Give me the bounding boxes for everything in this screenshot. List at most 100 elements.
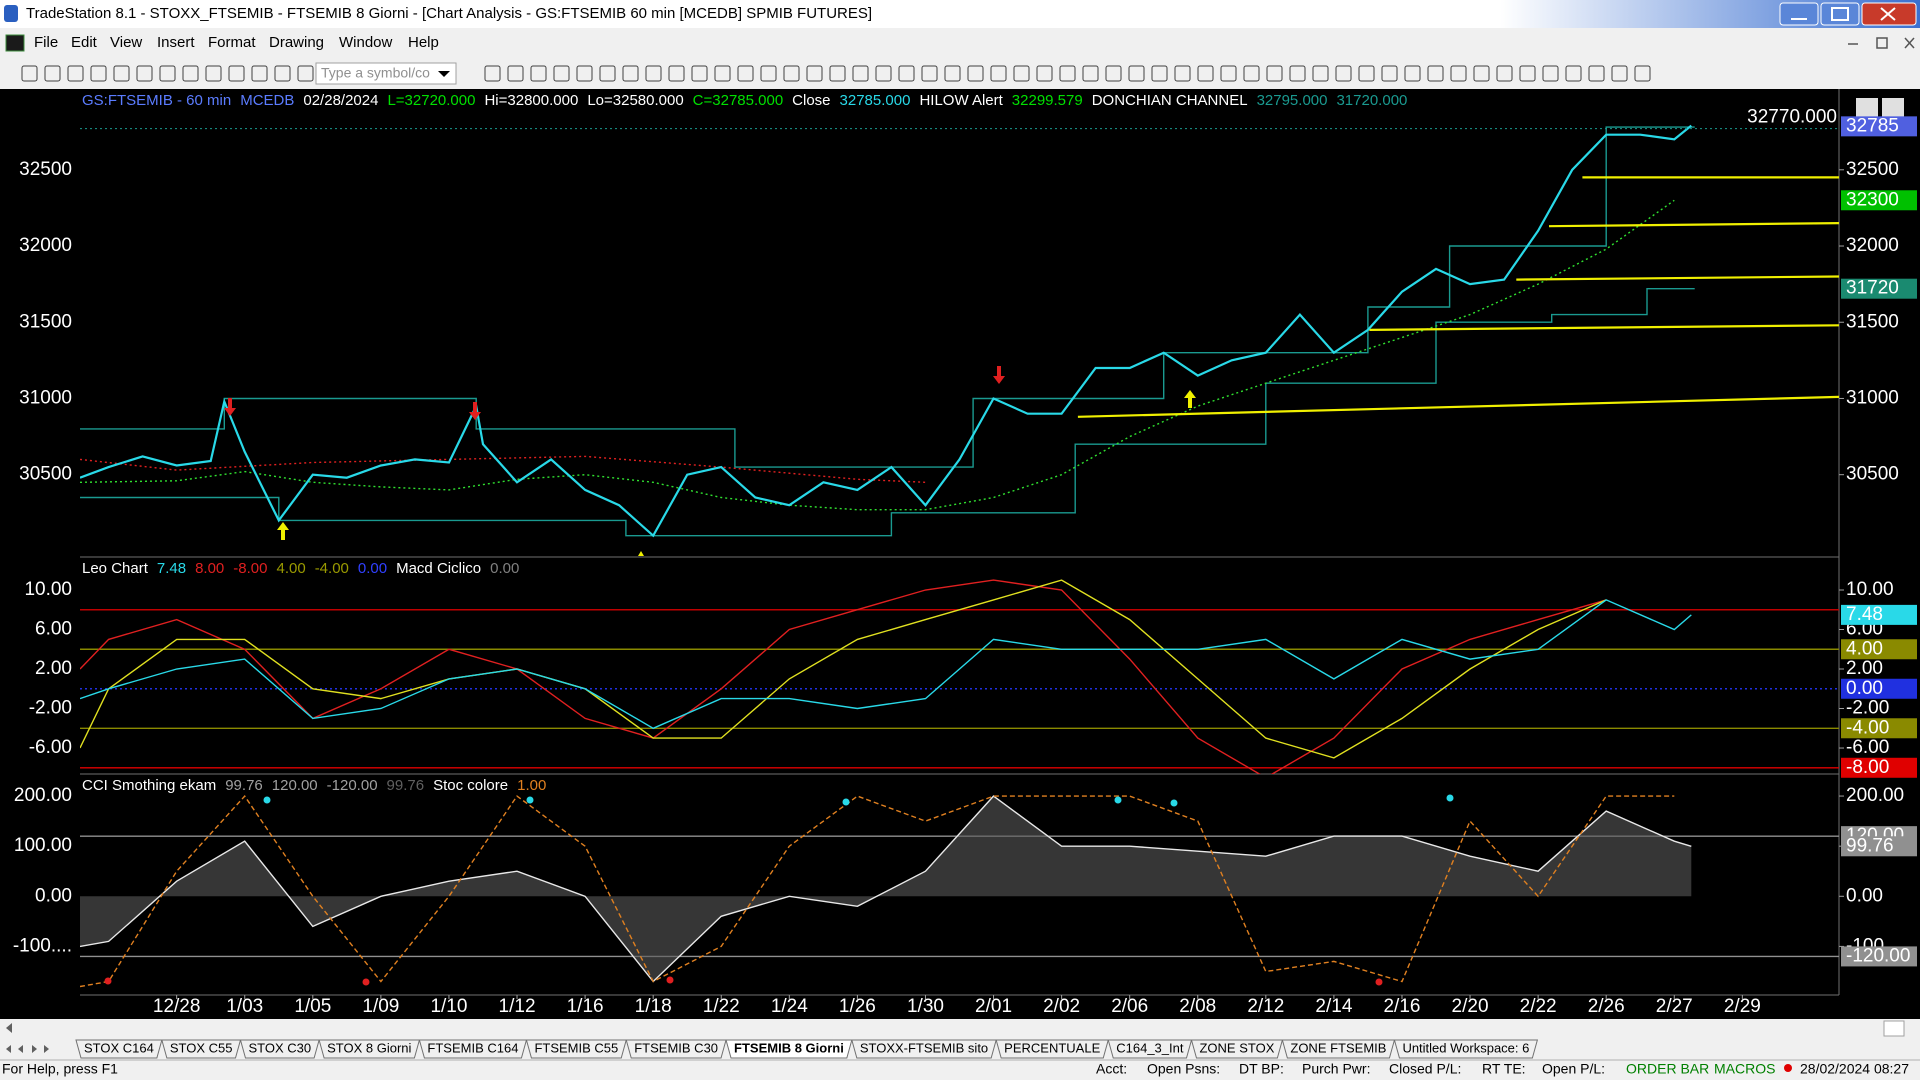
tab-shape[interactable] [1393,1039,1539,1059]
tool-icon[interactable] [182,65,199,82]
tool-icon[interactable] [1473,65,1490,82]
symbol-dropdown[interactable] [438,71,450,77]
tab-scroll[interactable] [6,1045,49,1053]
tool-icon[interactable] [576,65,593,82]
tab-shape[interactable] [75,1039,163,1059]
tool-icon[interactable] [1151,65,1168,82]
tool-icon[interactable] [599,65,616,82]
tool-icon[interactable] [1634,65,1651,82]
tool-icon[interactable] [1082,65,1099,82]
tool-icon[interactable] [1611,65,1628,82]
tab-shape[interactable] [525,1039,627,1059]
tool-icon[interactable] [1266,65,1283,82]
tab-label[interactable]: FTSEMIB C30 [634,1040,718,1055]
symbol-box[interactable] [315,62,457,85]
mdi-buttons[interactable] [1848,37,1915,49]
tool-icon[interactable] [1059,65,1076,82]
tab-label[interactable]: STOX C164 [84,1040,154,1055]
menu-item[interactable]: File [34,34,58,51]
tool-icon[interactable] [1542,65,1559,82]
menu-item[interactable]: Window [339,34,393,51]
menu-item[interactable]: View [110,34,142,51]
tool-icon[interactable] [274,65,291,82]
tool-icon[interactable] [990,65,1007,82]
menu-item[interactable]: Insert [157,34,195,51]
tool-icon[interactable] [1243,65,1260,82]
pane-minimize[interactable] [1856,98,1878,118]
tab-shape[interactable] [161,1039,242,1059]
tool-icon[interactable] [921,65,938,82]
tool-icon[interactable] [875,65,892,82]
tool-icon[interactable] [1358,65,1375,82]
tab-label[interactable]: ZONE STOX [1199,1040,1274,1055]
tool-icon[interactable] [691,65,708,82]
tool-icon[interactable] [944,65,961,82]
tool-icon[interactable] [484,65,501,82]
tab-label[interactable]: ZONE FTSEMIB [1290,1040,1386,1055]
tab-shape[interactable] [851,1039,997,1059]
pane-restore[interactable] [1882,98,1904,118]
tab-shape[interactable] [1190,1039,1284,1059]
tool-icon[interactable] [553,65,570,82]
tool-icon[interactable] [645,65,662,82]
tool-icon[interactable] [530,65,547,82]
maximize-button[interactable] [1820,2,1860,26]
tab-shape[interactable] [725,1039,853,1059]
tool-icon[interactable] [1565,65,1582,82]
tool-icon[interactable] [622,65,639,82]
tab-label[interactable]: FTSEMIB 8 Giorni [734,1040,844,1055]
tool-icon[interactable] [1174,65,1191,82]
tab-label[interactable]: FTSEMIB C55 [534,1040,618,1055]
tool-icon[interactable] [829,65,846,82]
tool-icon[interactable] [1427,65,1444,82]
tool-icon[interactable] [714,65,731,82]
menu-item[interactable]: Edit [71,34,98,51]
tab-label[interactable]: STOX C55 [170,1040,233,1055]
tab-shape[interactable] [625,1039,727,1059]
tool-icon[interactable] [297,65,314,82]
tool-icon[interactable] [251,65,268,82]
tool-icon[interactable] [44,65,61,82]
tool-icon[interactable] [806,65,823,82]
scroll-left[interactable] [6,1023,12,1033]
tool-icon[interactable] [1128,65,1145,82]
tool-icon[interactable] [136,65,153,82]
tool-icon[interactable] [1588,65,1605,82]
tool-icon[interactable] [1519,65,1536,82]
tool-icon[interactable] [1496,65,1513,82]
tool-icon[interactable] [1220,65,1237,82]
minimize-button[interactable] [1779,2,1819,26]
tab-label[interactable]: FTSEMIB C164 [427,1040,518,1055]
tab-label[interactable]: C164_3_Int [1116,1040,1184,1055]
tab-shape[interactable] [239,1039,320,1059]
tool-icon[interactable] [1381,65,1398,82]
tool-icon[interactable] [1335,65,1352,82]
tool-icon[interactable] [113,65,130,82]
tool-icon[interactable] [1013,65,1030,82]
tab-shape[interactable] [1281,1039,1396,1059]
tool-icon[interactable] [228,65,245,82]
tool-icon[interactable] [1450,65,1467,82]
tool-icon[interactable] [205,65,222,82]
tool-icon[interactable] [668,65,685,82]
tab-shape[interactable] [995,1039,1109,1059]
tab-shape[interactable] [418,1039,528,1059]
horizontal-scrollbar[interactable] [0,1019,1920,1038]
tool-icon[interactable] [1105,65,1122,82]
tab-shape[interactable] [318,1039,421,1059]
tool-icon[interactable] [1312,65,1329,82]
scroll-thumb[interactable] [1883,1020,1905,1037]
tool-icon[interactable] [90,65,107,82]
tool-icon[interactable] [21,65,38,82]
tool-icon[interactable] [783,65,800,82]
tool-icon[interactable] [1404,65,1421,82]
tool-icon[interactable] [67,65,84,82]
menu-item[interactable]: Format [208,34,256,51]
tool-icon[interactable] [159,65,176,82]
tab-label[interactable]: STOX C30 [248,1040,311,1055]
tool-icon[interactable] [1197,65,1214,82]
tab-shape[interactable] [1107,1039,1193,1059]
tool-icon[interactable] [852,65,869,82]
tool-icon[interactable] [760,65,777,82]
menu-item[interactable]: Help [408,34,439,51]
